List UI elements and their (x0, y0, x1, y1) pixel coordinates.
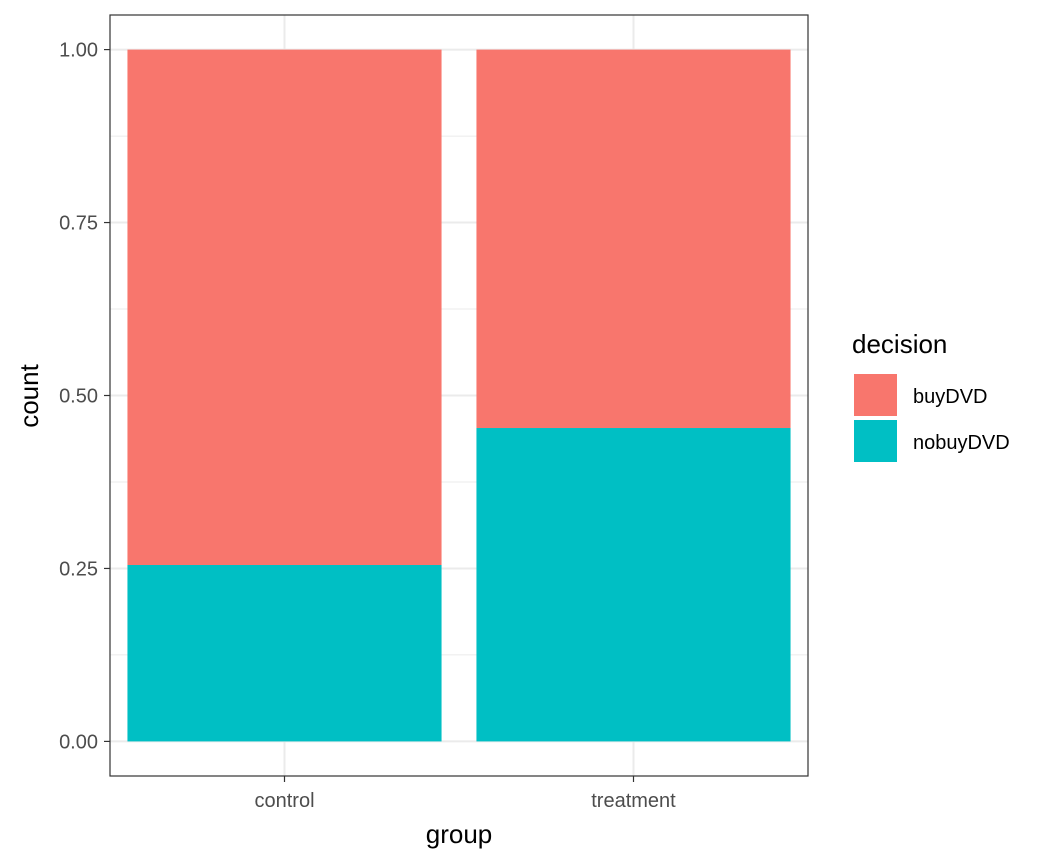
y-axis-title: count (14, 363, 44, 427)
legend-label-nobuyDVD: nobuyDVD (913, 432, 1010, 454)
y-axis: 0.00 0.25 0.50 0.75 1.00 (59, 40, 110, 753)
bar-treatment-nobuyDVD (476, 428, 791, 742)
legend-key-nobuyDVD (854, 420, 897, 462)
x-tick-label: control (254, 790, 314, 812)
x-axis: control treatment (254, 776, 676, 812)
legend: decision buyDVD nobuyDVD (852, 329, 1010, 462)
bars (127, 49, 791, 742)
bar-control-nobuyDVD (127, 564, 442, 742)
y-tick-label: 1.00 (59, 40, 98, 62)
legend-title: decision (852, 329, 947, 359)
y-tick-label: 0.75 (59, 213, 98, 235)
x-tick-label: treatment (591, 790, 676, 812)
y-tick-label: 0.00 (59, 731, 98, 753)
y-tick-label: 0.50 (59, 386, 98, 408)
bar-treatment-buyDVD (476, 49, 791, 429)
x-axis-title: group (426, 819, 493, 849)
legend-label-buyDVD: buyDVD (913, 386, 987, 408)
bar-control-buyDVD (127, 49, 442, 565)
legend-key-buyDVD (854, 374, 897, 416)
y-tick-label: 0.25 (59, 558, 98, 580)
